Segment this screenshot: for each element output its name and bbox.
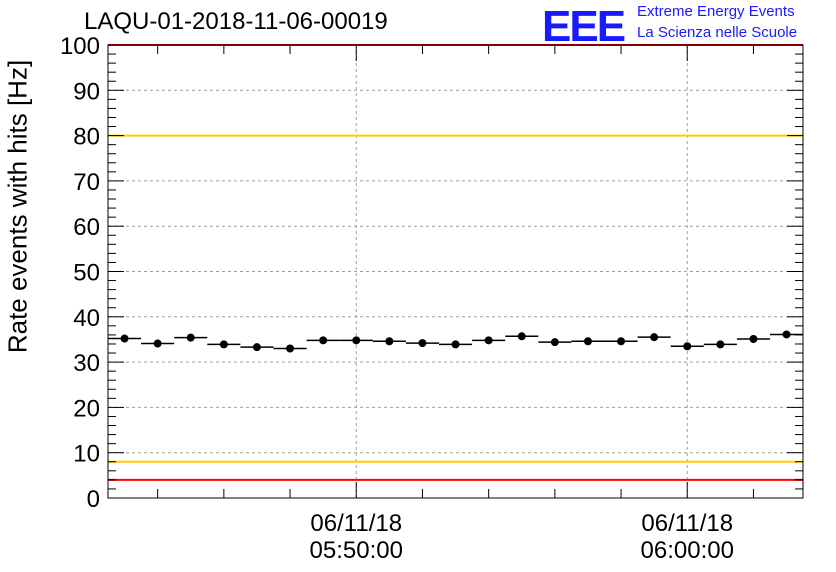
data-point (749, 334, 758, 343)
data-point (252, 343, 261, 352)
chart-title: LAQU-01-2018-11-06-00019 (84, 8, 388, 35)
y-tick-label: 80 (73, 124, 100, 151)
data-point (617, 337, 626, 346)
y-tick-label: 20 (73, 395, 100, 422)
data-point (716, 340, 725, 349)
eee-logo: EEE (542, 2, 626, 51)
data-point (451, 340, 460, 349)
x-tick-label-time: 06:00:00 (641, 537, 734, 564)
y-tick-label: 0 (87, 486, 100, 513)
data-point (683, 342, 692, 351)
data-point (517, 332, 526, 341)
data-point (583, 337, 592, 346)
data-point (319, 336, 328, 345)
data-point (153, 339, 162, 348)
data-point (219, 340, 228, 349)
y-tick-label: 40 (73, 305, 100, 332)
data-point (550, 338, 559, 347)
logo-line-1: Extreme Energy Events (637, 3, 795, 20)
y-tick-label: 100 (60, 33, 100, 60)
y-tick-label: 30 (73, 350, 100, 377)
x-tick-label-date: 06/11/18 (310, 510, 402, 537)
data-point (385, 337, 394, 346)
logo-line-2: La Scienza nelle Scuole (637, 24, 798, 41)
data-point (650, 333, 659, 342)
y-tick-label: 50 (73, 260, 100, 287)
data-point (120, 334, 129, 343)
y-tick-label: 10 (73, 441, 100, 468)
data-point (186, 333, 195, 342)
data-point (484, 336, 493, 345)
x-tick-label-date: 06/11/18 (641, 510, 733, 537)
data-point (286, 344, 295, 353)
data-point (782, 330, 791, 339)
y-tick-label: 70 (73, 169, 100, 196)
x-tick-label-time: 05:50:00 (310, 537, 403, 564)
y-tick-label: 90 (73, 78, 100, 105)
y-tick-label: 60 (73, 214, 100, 241)
data-point (352, 336, 361, 345)
data-point (418, 339, 427, 348)
